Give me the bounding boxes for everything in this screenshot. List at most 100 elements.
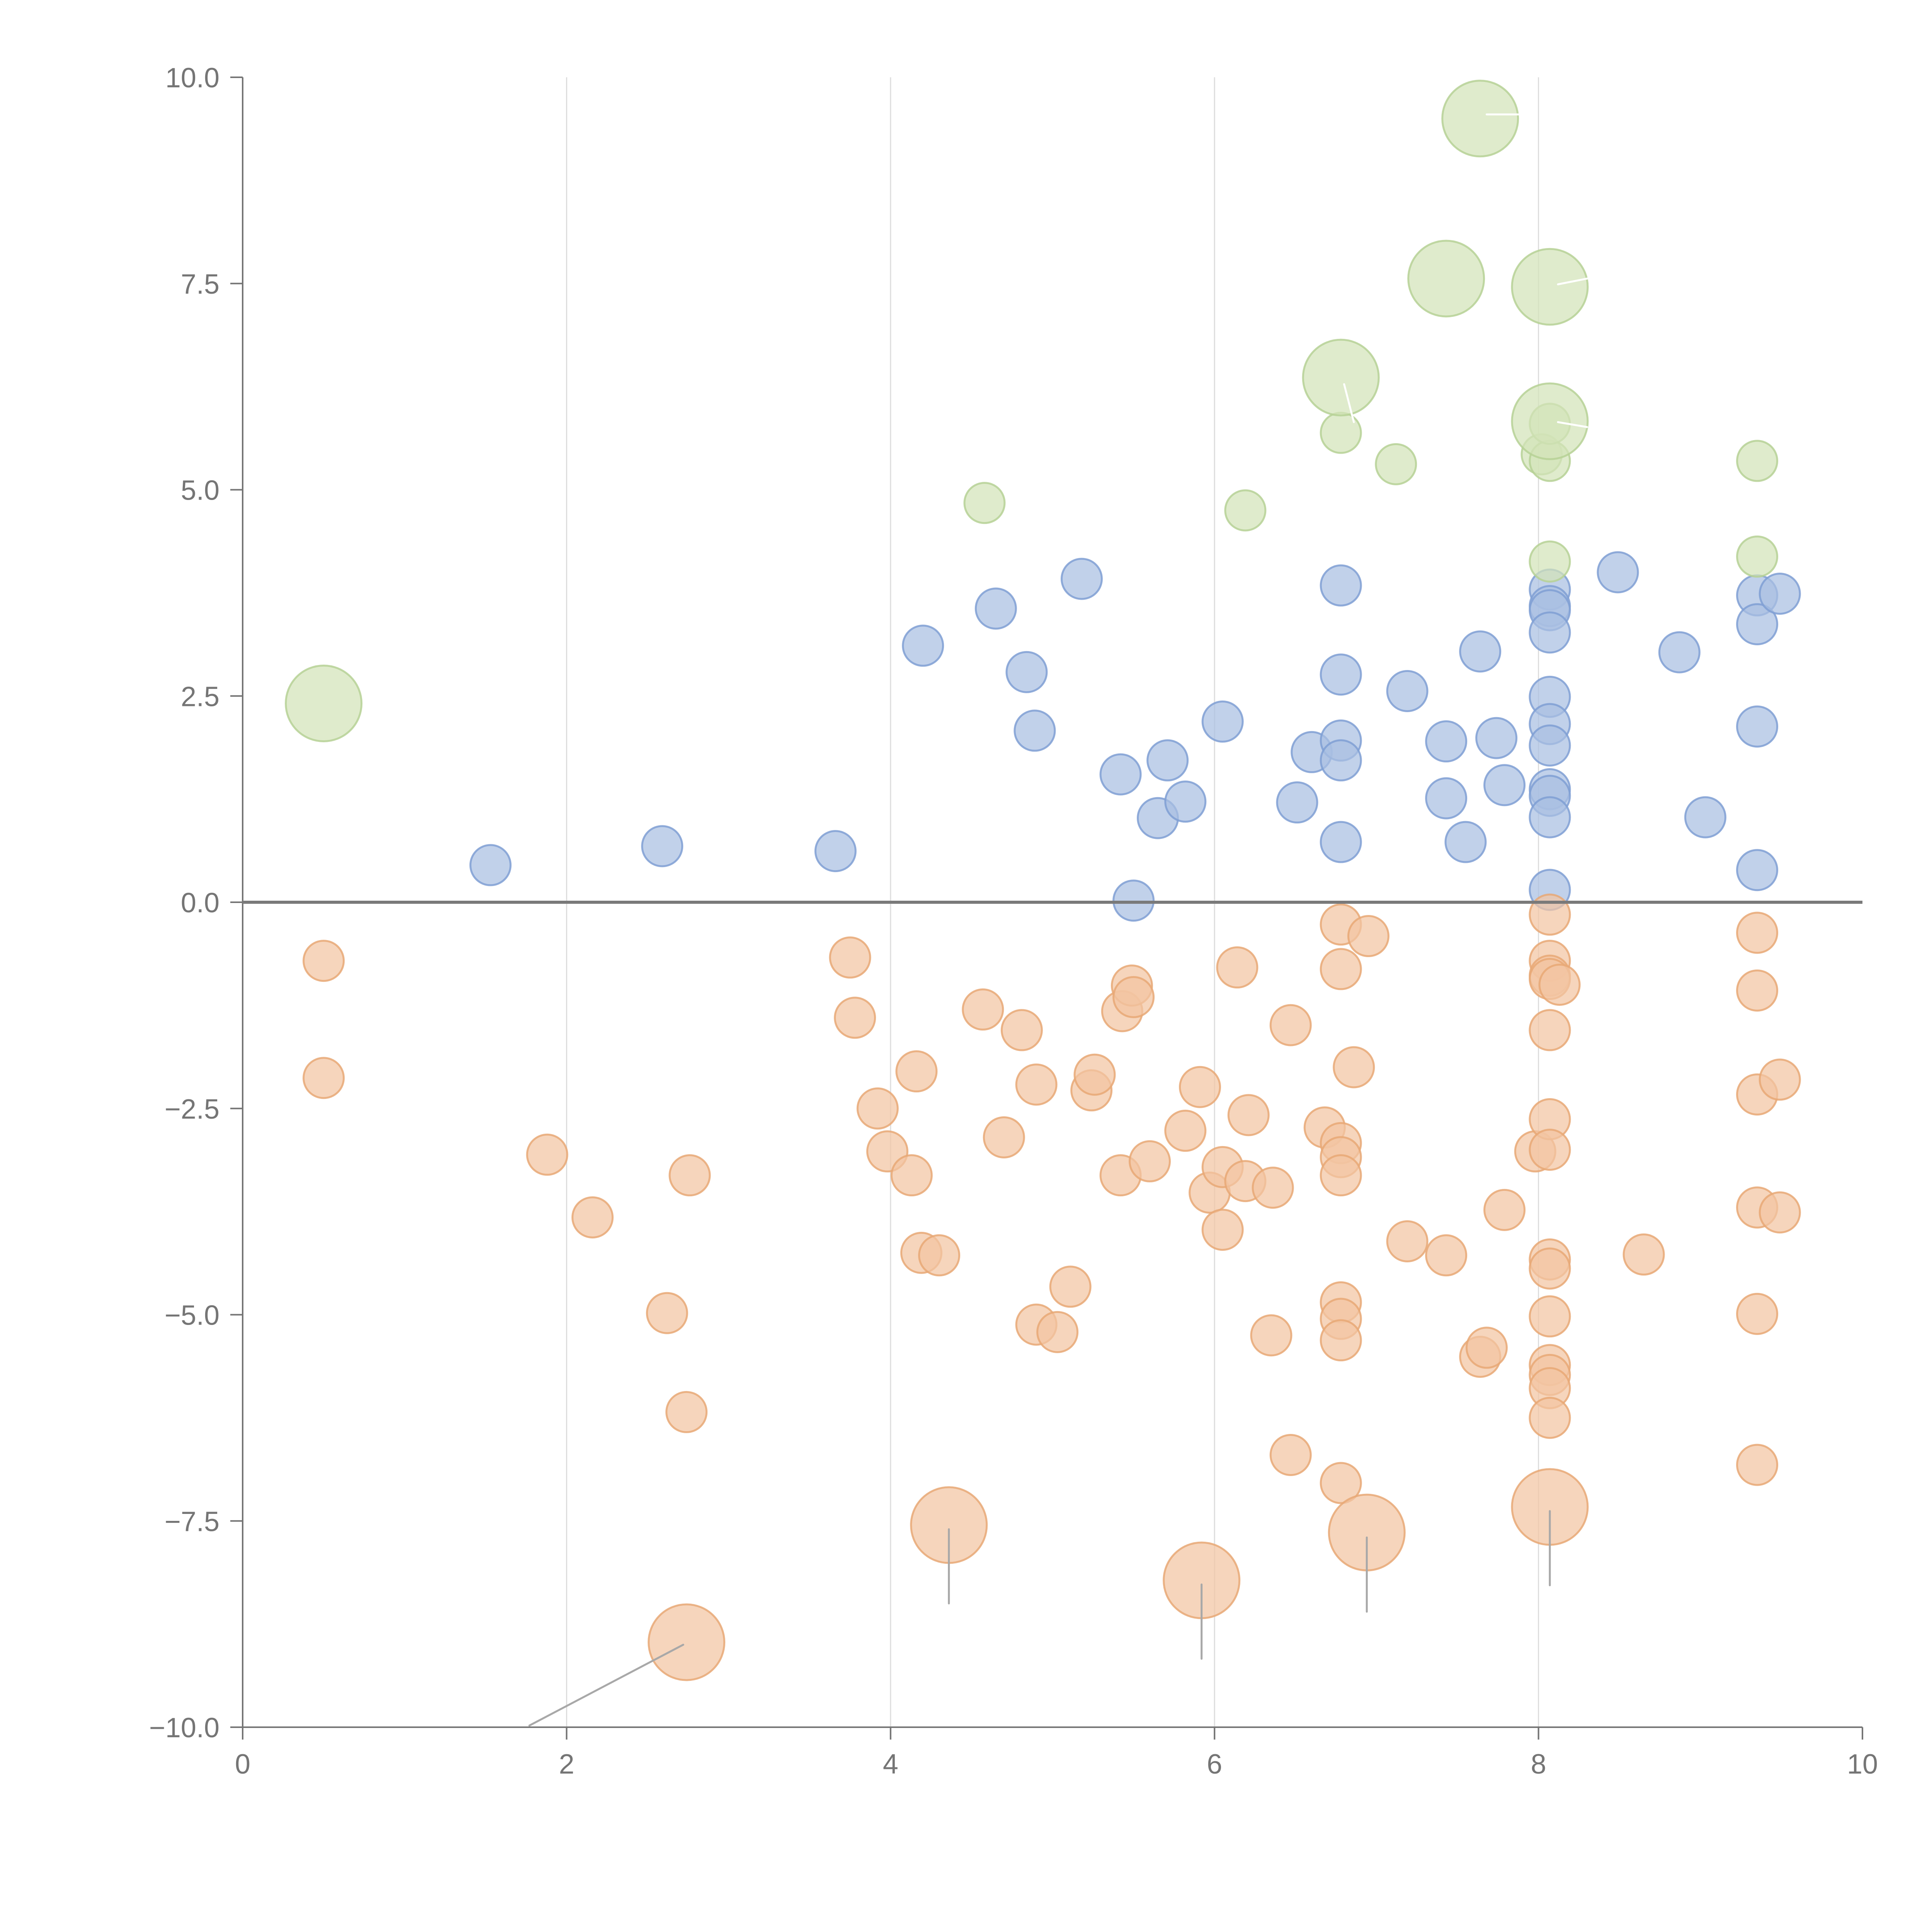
orange-bubble-point [1164,1109,1207,1152]
green-bubble-point [1441,80,1519,158]
orange-bubble-point [983,1116,1025,1158]
orange-bubble-point [668,1154,711,1197]
annotation-leader-line [1557,421,1588,428]
blue-bubble-point [1099,753,1142,796]
orange-bubble-point [1736,912,1779,954]
orange-bubble-point [1320,1154,1362,1197]
orange-bubble-point [1000,1009,1043,1051]
blue-bubble-point [1014,709,1056,752]
x-tick-label: 8 [1531,1749,1546,1780]
blue-bubble-point [641,825,684,867]
orange-bubble-point [1425,1234,1468,1277]
y-tick-label: 7.5 [181,269,219,300]
orange-bubble-point [1736,969,1779,1012]
blue-bubble-point [1529,796,1571,838]
green-bubble-point [1375,443,1417,485]
blue-bubble-point [1060,558,1103,600]
blue-bubble-point [1320,821,1362,863]
blue-bubble-point [1146,739,1189,782]
y-tick-label: −2.5 [165,1094,219,1125]
blue-bubble-point [1483,764,1526,806]
green-bubble-point [1224,489,1267,532]
y-tick-label: 10.0 [165,63,219,94]
orange-bubble-point [918,1234,961,1277]
blue-bubble-point [902,624,944,667]
orange-bubble-point [1112,976,1155,1019]
blue-bubble-point [1425,777,1468,820]
blue-bubble-point [1529,724,1571,767]
orange-bubble-point [1201,1209,1244,1251]
orange-bubble-point [1320,1462,1362,1504]
blue-bubble-point [1276,781,1318,824]
y-tick-label: −10.0 [149,1713,219,1743]
y-tick-label: −5.0 [165,1300,219,1331]
blue-bubble-point [1736,849,1779,891]
blue-bubble-point [1386,670,1429,712]
orange-bubble-point [1622,1233,1665,1276]
green-bubble-point [1407,240,1485,318]
y-tick-label: −7.5 [165,1506,219,1537]
orange-bubble-point [1529,1009,1571,1051]
orange-bubble-point [834,997,876,1039]
blue-bubble-point [1112,879,1155,922]
orange-bubble-point [1049,1265,1092,1308]
x-tick-label: 6 [1207,1749,1222,1780]
orange-bubble-point [1269,1434,1312,1476]
x-tick-label: 0 [235,1749,250,1780]
blue-bubble-point [1005,651,1048,693]
orange-bubble-point [856,1087,899,1130]
blue-bubble-point [1459,630,1502,673]
blue-bubble-point [1444,821,1487,863]
orange-bubble-point [1465,1327,1508,1369]
orange-bubble-point [1529,1129,1571,1171]
orange-bubble-point [303,940,345,982]
orange-bubble-point [962,988,1004,1031]
blue-bubble-point [1320,564,1362,607]
axes-layer [230,77,1863,1740]
orange-bubble-point [1529,1396,1571,1439]
green-bubble-point [1511,248,1589,326]
orange-bubble-point [526,1133,568,1176]
orange-bubble-point [1529,893,1571,936]
orange-bubble-point [1036,1311,1079,1353]
orange-bubble-point [1015,1063,1058,1106]
blue-bubble-point [975,587,1017,630]
orange-bubble-point [665,1391,708,1433]
orange-bubble-point [1129,1140,1171,1182]
orange-bubble-point [1216,946,1259,989]
bubbles-layer [285,80,1801,1681]
annotation-leader-line [1557,277,1588,286]
x-tick-label: 10 [1847,1749,1878,1780]
orange-bubble-point [829,936,871,979]
orange-bubble-point [1333,1046,1375,1088]
annotation-leader-line [1343,383,1355,423]
orange-bubble-point [303,1057,345,1099]
blue-bubble-point [1425,720,1468,763]
blue-bubble-point [1320,739,1362,782]
orange-bubble-point [1736,1444,1779,1486]
x-tick-label: 4 [883,1749,898,1780]
tick-labels-layer: 10.0 7.5 5.0 2.5 0.0 −2.5 −5.0 −7.5 −10.0 0 2 4 6 8 10 [149,63,1878,1780]
orange-bubble-point [1538,964,1581,1006]
orange-bubble-point [895,1050,938,1093]
green-bubble-point [1736,440,1779,482]
blue-bubble-point [1475,717,1518,759]
y-tick-label: 5.0 [181,475,219,506]
orange-bubble-point [571,1196,614,1239]
green-bubble-point [963,482,1006,524]
blue-bubble-point [1164,781,1207,823]
blue-bubble-point [1597,551,1639,594]
blue-bubble-point [1529,611,1571,654]
y-tick-label: 2.5 [181,681,219,712]
blue-bubble-point [1684,796,1726,838]
y-tick-label: 0.0 [181,888,219,918]
orange-bubble-point [1529,1295,1571,1338]
orange-bubble-point [1736,1293,1779,1335]
blue-bubble-point [814,830,857,872]
orange-bubble-point [1269,1004,1312,1046]
green-bubble-point [1511,382,1589,460]
orange-bubble-point [1250,1314,1293,1357]
orange-bubble-point [646,1292,688,1334]
orange-bubble-point [648,1603,726,1681]
